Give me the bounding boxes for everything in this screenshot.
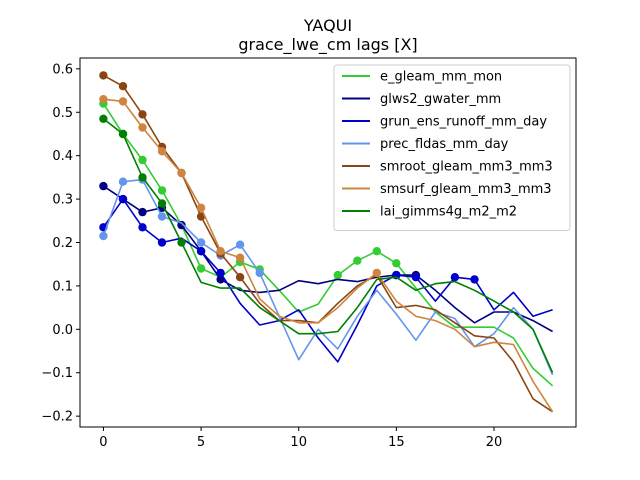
legend-label: prec_fldas_mm_day xyxy=(380,137,509,152)
data-point xyxy=(138,223,147,232)
plot-area xyxy=(99,71,554,413)
data-point xyxy=(333,270,342,280)
data-point xyxy=(99,71,108,80)
y-tick-label: 0.2 xyxy=(52,236,73,251)
x-tick-label: 10 xyxy=(290,435,307,450)
x-tick-label: 20 xyxy=(486,435,503,450)
data-point xyxy=(157,199,167,208)
data-point xyxy=(118,129,128,139)
series-e_gleam_mm_mon xyxy=(99,99,554,387)
data-point xyxy=(470,275,479,284)
y-tick-label: −0.1 xyxy=(41,366,73,381)
data-point xyxy=(99,231,108,241)
data-point xyxy=(196,247,206,256)
data-point xyxy=(118,194,128,204)
legend-label: smsurf_gleam_mm3_mm3 xyxy=(380,182,552,197)
data-point xyxy=(118,97,128,106)
series-line xyxy=(102,103,554,387)
data-point xyxy=(196,264,206,273)
legend-label: lai_gimms4g_m2_m2 xyxy=(380,205,517,220)
data-point xyxy=(177,238,186,247)
legend: e_gleam_mm_mon glws2_gwater_mm grun_ens_ru… xyxy=(333,64,571,231)
data-point xyxy=(157,147,167,156)
data-point xyxy=(255,268,264,278)
data-point xyxy=(392,259,401,268)
data-point xyxy=(118,82,128,91)
legend-label: smroot_gleam_mm3_mm3 xyxy=(380,160,553,175)
data-point xyxy=(353,256,362,265)
y-tick-label: 0.1 xyxy=(52,279,73,294)
data-point xyxy=(372,247,381,256)
data-point xyxy=(157,212,167,221)
chart-title: YAQUI xyxy=(303,16,352,35)
axes: 0 5 10 15 20 −0.2 −0.1 0.0 0.1 0.2 0.3 0.4 0.5 0.6 xyxy=(41,57,577,450)
data-point xyxy=(138,123,147,132)
x-tick-label: 5 xyxy=(197,435,205,450)
data-point xyxy=(138,207,147,217)
data-point xyxy=(99,95,108,104)
series-smsurf_gleam_mm3_mm3 xyxy=(99,95,554,413)
legend-box xyxy=(333,64,571,231)
data-point xyxy=(99,114,108,124)
data-point xyxy=(196,238,206,247)
y-tick-label: −0.2 xyxy=(41,410,73,425)
x-tick-label: 15 xyxy=(388,435,405,450)
series-line xyxy=(102,118,554,374)
y-tick-label: 0.5 xyxy=(52,106,73,121)
data-point xyxy=(372,268,381,278)
legend-label: e_gleam_mm_mon xyxy=(380,70,502,85)
y-tick-label: 0.4 xyxy=(52,149,73,164)
data-point xyxy=(216,268,225,278)
data-point xyxy=(138,173,147,182)
y-tick-label: 0.6 xyxy=(52,62,73,77)
series-lai_gimms4g_m2_m2 xyxy=(99,114,554,374)
data-point xyxy=(99,181,108,191)
y-tick-label: 0.3 xyxy=(52,193,73,208)
data-point xyxy=(138,110,147,119)
series-line xyxy=(102,198,553,363)
legend-label: glws2_gwater_mm xyxy=(380,92,501,107)
data-point xyxy=(216,247,225,256)
series-line xyxy=(102,178,554,376)
data-point xyxy=(177,168,186,178)
data-point xyxy=(196,203,206,212)
series-line xyxy=(103,98,554,413)
data-point xyxy=(411,273,421,282)
data-point xyxy=(157,186,167,195)
data-point xyxy=(450,273,460,282)
data-point xyxy=(138,155,147,165)
data-point xyxy=(235,253,245,262)
data-point xyxy=(235,240,245,249)
chart-subtitle: grace_lwe_cm lags [X] xyxy=(238,35,417,55)
y-tick-label: 0.0 xyxy=(52,323,73,338)
data-point xyxy=(235,273,245,282)
legend-label: grun_ens_runoff_mm_day xyxy=(380,115,547,130)
x-tick-label: 0 xyxy=(99,435,107,450)
data-point xyxy=(157,238,167,247)
data-point xyxy=(118,177,128,186)
